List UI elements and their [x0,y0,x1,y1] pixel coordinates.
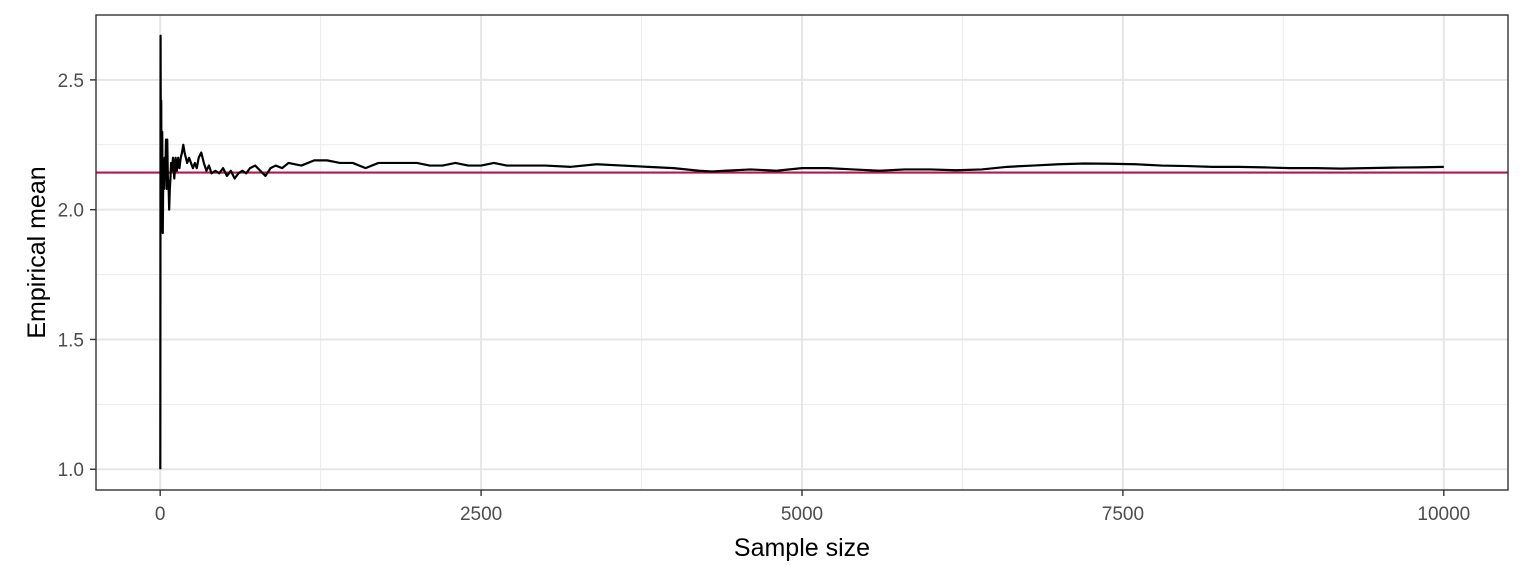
y-tick-label: 1.0 [58,460,84,481]
grid-major [96,15,1508,490]
y-axis-title: Empirical mean [23,166,51,338]
x-tick-label: 7500 [1102,504,1144,525]
y-tick-label: 2.0 [58,201,84,222]
x-tick-label: 2500 [460,504,502,525]
y-tick-label: 2.5 [58,71,84,92]
y-tick-label: 1.5 [58,330,84,351]
x-tick-label: 0 [155,504,166,525]
series-line-0 [159,34,1444,470]
x-tick-label: 5000 [781,504,823,525]
ticks-layer [90,79,1445,496]
x-axis-title: Sample size [734,534,870,562]
tick-labels: 0 2500 5000 7500 10000 1.0 1.5 2.0 2.5 [58,71,1471,525]
series-layer [159,34,1444,470]
x-tick-label: 10000 [1417,504,1470,525]
